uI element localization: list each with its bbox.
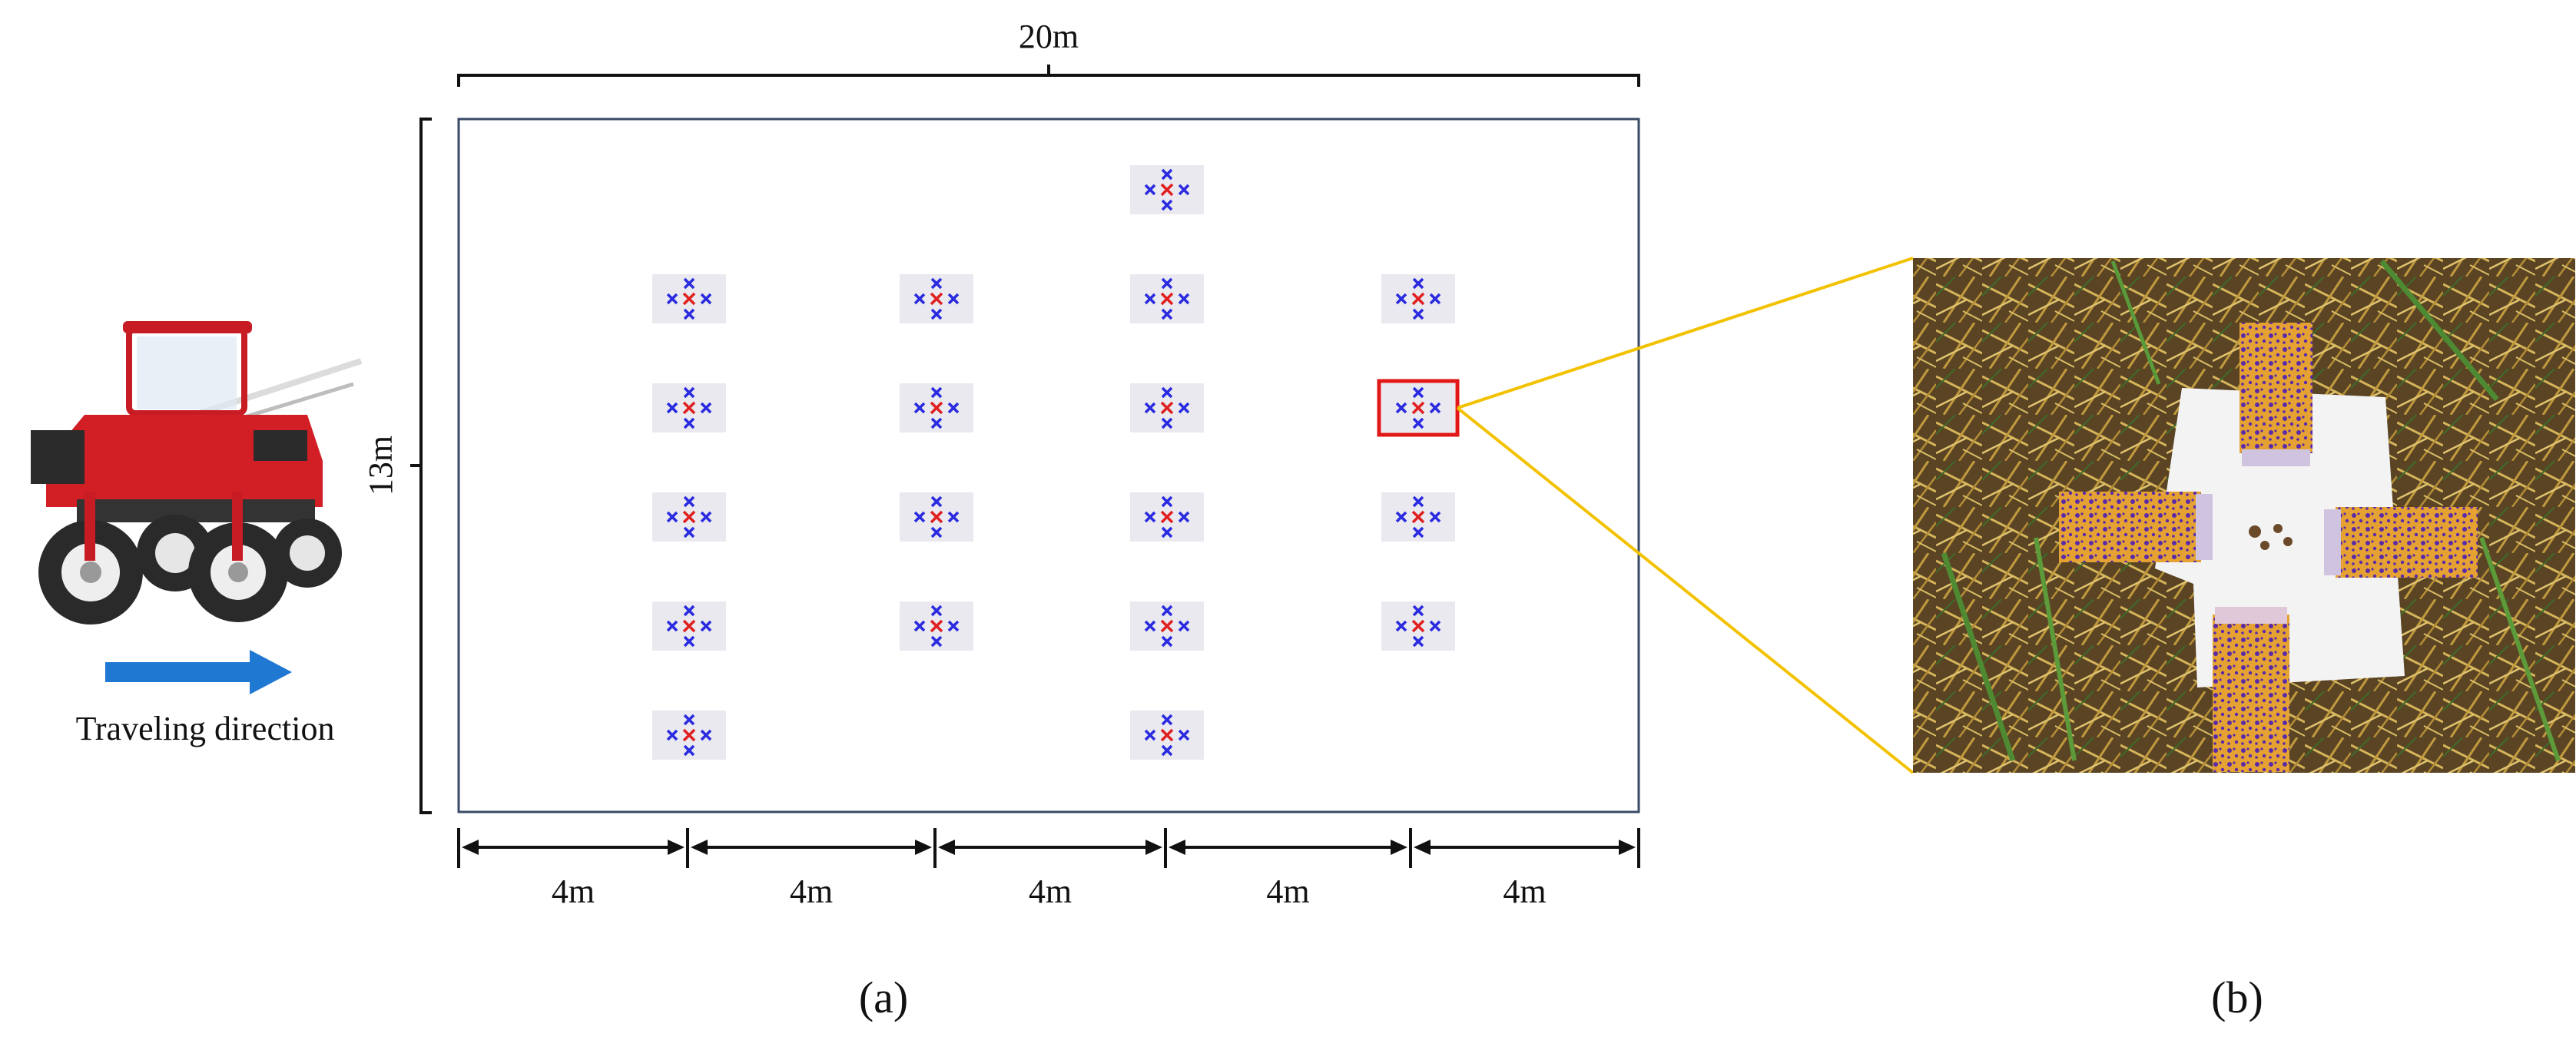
sampling-point-marker [1130, 165, 1204, 214]
sampling-point-marker [652, 711, 726, 760]
sampling-point-marker [900, 492, 973, 542]
segment-dimensions: 4m 4m 4m 4m 4m [457, 828, 1640, 910]
collector-photo [1913, 258, 2575, 773]
sampling-point-marker [1381, 274, 1455, 323]
traveling-direction-arrow [105, 650, 292, 694]
sampling-point-marker [1381, 492, 1455, 542]
zoom-lines [1456, 257, 1915, 774]
height-dimension: 13m [362, 118, 432, 814]
width-dimension: 20m [457, 18, 1640, 87]
sampling-point-marker [652, 492, 726, 542]
segment-label: 4m [1029, 873, 1072, 910]
segment-label: 4m [1266, 873, 1309, 910]
field-boundary [457, 118, 1640, 813]
sampling-point-marker [1377, 379, 1460, 437]
sampling-point-marker [652, 274, 726, 323]
segment-label: 4m [1503, 873, 1546, 910]
segment-label: 4m [790, 873, 833, 910]
sampling-point-marker [1130, 383, 1204, 432]
sampling-point-marker [1130, 492, 1204, 542]
width-label: 20m [1019, 18, 1079, 55]
sampling-point-marker [652, 383, 726, 432]
segment-label: 4m [552, 873, 595, 910]
sampling-point-marker [1130, 711, 1204, 760]
panel-b-label: (b) [2211, 972, 2263, 1022]
sampling-point-marker [900, 383, 973, 432]
sampling-point-marker [900, 274, 973, 323]
sampling-point-marker [900, 601, 973, 651]
sprayer-tractor-illustration [31, 321, 363, 625]
sampling-point-marker [1130, 601, 1204, 651]
sampling-point-marker [652, 601, 726, 651]
panel-a-label: (a) [859, 972, 908, 1022]
sampling-point-marker [1381, 601, 1455, 651]
height-label: 13m [362, 436, 399, 495]
traveling-direction-label: Traveling direction [76, 710, 335, 747]
sampling-point-marker [1130, 274, 1204, 323]
